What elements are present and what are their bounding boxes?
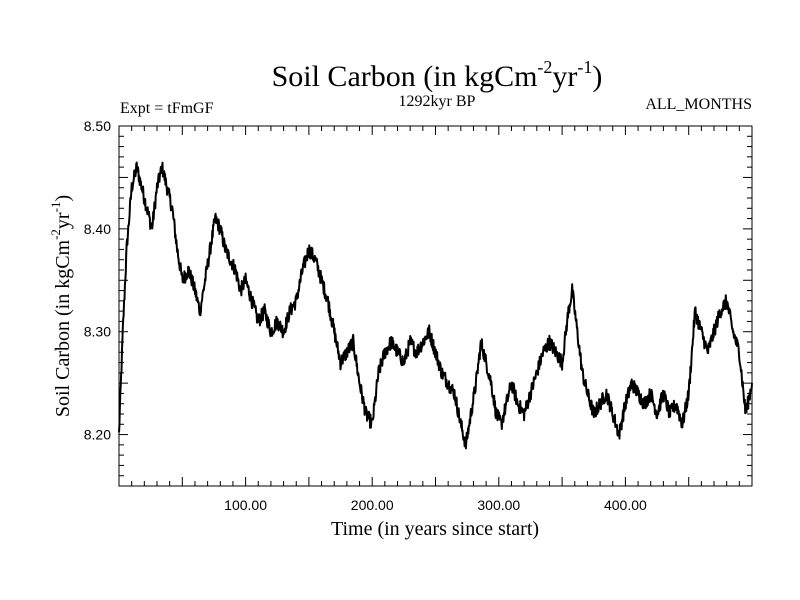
y-tick-label: 8.50 <box>84 118 111 134</box>
y-axis-label-main: Soil Carbon (in kgCm <box>52 239 74 417</box>
y-axis-ticks: 8.20 8.30 8.40 8.50 <box>84 118 752 477</box>
chart-title-sup1: -2 <box>537 57 552 77</box>
x-tick-label: 300.00 <box>477 497 520 513</box>
y-tick-label: 8.40 <box>84 221 111 237</box>
x-axis-label: Time (in years since start) <box>331 518 539 540</box>
subtitle-experiment: Expt = tFmGF <box>120 100 214 117</box>
series-line-soil-carbon <box>118 161 753 450</box>
subtitle-period: 1292kyr BP <box>399 93 476 110</box>
plot-frame <box>118 125 753 487</box>
y-tick-label: 8.20 <box>84 427 111 443</box>
chart-title-end: ) <box>592 60 602 93</box>
x-tick-label: 100.00 <box>224 497 267 513</box>
y-axis-label: Soil Carbon (in kgCm-2yr-1) <box>48 195 74 417</box>
y-axis-label-end: ) <box>52 195 74 202</box>
chart-title-mid: yr <box>552 60 577 93</box>
chart-title-sup2: -1 <box>577 57 592 77</box>
x-tick-label: 400.00 <box>604 497 647 513</box>
chart-title: Soil Carbon (in kgCm-2yr-1) <box>272 57 603 93</box>
y-axis-label-sup1: -2 <box>48 229 63 240</box>
y-axis-label-mid: yr <box>52 212 74 229</box>
x-axis-ticks: 100.00 200.00 300.00 400.00 <box>131 126 740 513</box>
y-tick-label: 8.30 <box>84 324 111 340</box>
x-tick-label: 200.00 <box>351 497 394 513</box>
y-axis-label-sup2: -1 <box>48 202 63 213</box>
chart-title-main: Soil Carbon (in kgCm <box>272 60 538 93</box>
subtitle-months: ALL_MONTHS <box>645 96 752 113</box>
